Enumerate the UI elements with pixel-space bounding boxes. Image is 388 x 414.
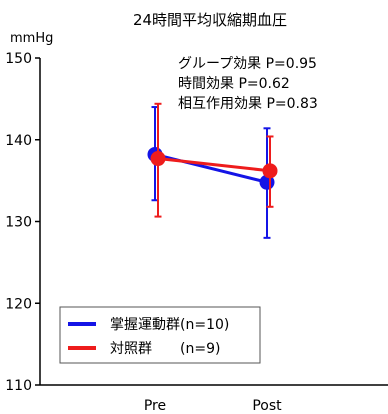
x-tick-label: Pre <box>144 398 166 414</box>
data-point <box>262 163 278 179</box>
y-tick-label: 150 <box>5 51 32 67</box>
y-axis-unit-label: mmHg <box>10 31 53 46</box>
annotation-group-effect: グループ効果 P=0.95 <box>178 56 317 72</box>
annotation-time-effect: 時間効果 P=0.62 <box>178 76 290 92</box>
y-tick-label: 140 <box>5 133 32 149</box>
statistics-annotations: グループ効果 P=0.95 時間効果 P=0.62 相互作用効果 P=0.83 <box>178 56 318 112</box>
legend-label-control-group: 対照群 (n=9) <box>110 341 220 357</box>
y-tick-label: 130 <box>5 215 32 231</box>
chart-title: 24時間平均収縮期血圧 <box>133 11 287 29</box>
series-grip-group <box>147 106 275 239</box>
x-tick-label: Post <box>252 398 282 414</box>
y-tick-label: 120 <box>5 296 32 312</box>
x-axis-ticks: Pre Post <box>144 398 282 414</box>
series-layer <box>147 102 278 239</box>
legend-label-grip-group: 掌握運動群(n=10) <box>110 317 229 333</box>
data-point <box>150 151 166 167</box>
y-axis-ticks: 110 120 130 140 150 <box>5 51 40 394</box>
legend: 掌握運動群(n=10) 対照群 (n=9) <box>59 306 261 364</box>
series-control-group <box>150 102 278 218</box>
legend-box <box>59 306 261 364</box>
annotation-interaction-effect: 相互作用効果 P=0.83 <box>178 96 318 112</box>
series-line <box>157 157 271 173</box>
y-tick-label: 110 <box>5 378 32 394</box>
